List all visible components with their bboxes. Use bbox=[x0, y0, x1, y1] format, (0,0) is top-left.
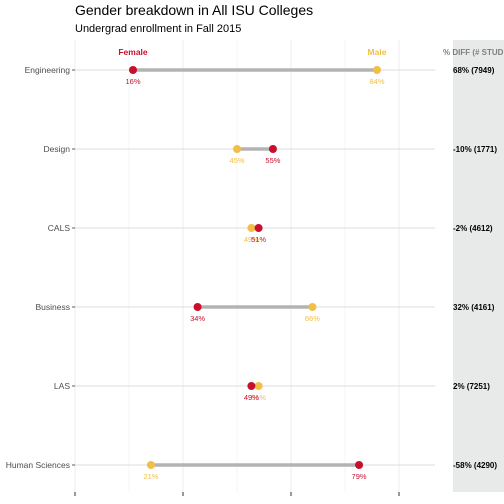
diff-panel bbox=[453, 40, 504, 492]
diff-header: % DIFF (# STUDENTS) bbox=[443, 48, 504, 57]
female-pct-label: 16% bbox=[125, 77, 140, 86]
category-label: Engineering bbox=[25, 65, 71, 75]
diff-label: 32% (4161) bbox=[453, 303, 495, 312]
male-pct-label: 84% bbox=[369, 77, 384, 86]
diff-label: -10% (1771) bbox=[453, 145, 497, 154]
chart-subtitle: Undergrad enrollment in Fall 2015 bbox=[75, 23, 241, 35]
category-label: Design bbox=[44, 144, 71, 154]
male-pct-label: 51% bbox=[251, 393, 266, 402]
category-label: LAS bbox=[54, 381, 70, 391]
female-point bbox=[268, 145, 277, 153]
male-point bbox=[247, 224, 256, 232]
female-point bbox=[355, 461, 364, 469]
diff-label: -58% (4290) bbox=[453, 461, 497, 470]
category-label: CALS bbox=[48, 223, 71, 233]
legend-female: Female bbox=[118, 47, 148, 57]
female-pct-label: 34% bbox=[190, 314, 205, 323]
male-pct-label: 45% bbox=[230, 156, 245, 165]
male-point bbox=[233, 145, 242, 153]
male-point bbox=[308, 303, 317, 311]
female-point bbox=[247, 382, 256, 390]
category-label: Business bbox=[36, 302, 71, 312]
female-point bbox=[193, 303, 202, 311]
male-point bbox=[146, 461, 155, 469]
plot-area: Female Male % DIFF (# STUDENTS) Engineering… bbox=[6, 40, 504, 496]
female-pct-label: 55% bbox=[265, 156, 280, 165]
diff-label: 2% (7251) bbox=[453, 382, 490, 391]
female-pct-label: 51% bbox=[251, 235, 266, 244]
female-point bbox=[129, 66, 137, 74]
female-pct-label: 79% bbox=[352, 472, 367, 481]
male-point bbox=[373, 66, 381, 74]
legend-male: Male bbox=[368, 47, 387, 57]
diff-label: 68% (7949) bbox=[453, 66, 495, 75]
chart-title: Gender breakdown in All ISU Colleges bbox=[75, 2, 313, 18]
male-pct-label: 49% bbox=[244, 235, 259, 244]
male-point bbox=[254, 382, 263, 390]
female-pct-label: 49% bbox=[244, 393, 259, 402]
female-point bbox=[254, 224, 263, 232]
male-pct-label: 66% bbox=[305, 314, 320, 323]
category-label: Human Sciences bbox=[6, 460, 70, 470]
diff-label: -2% (4612) bbox=[453, 224, 493, 233]
male-pct-label: 21% bbox=[143, 472, 158, 481]
